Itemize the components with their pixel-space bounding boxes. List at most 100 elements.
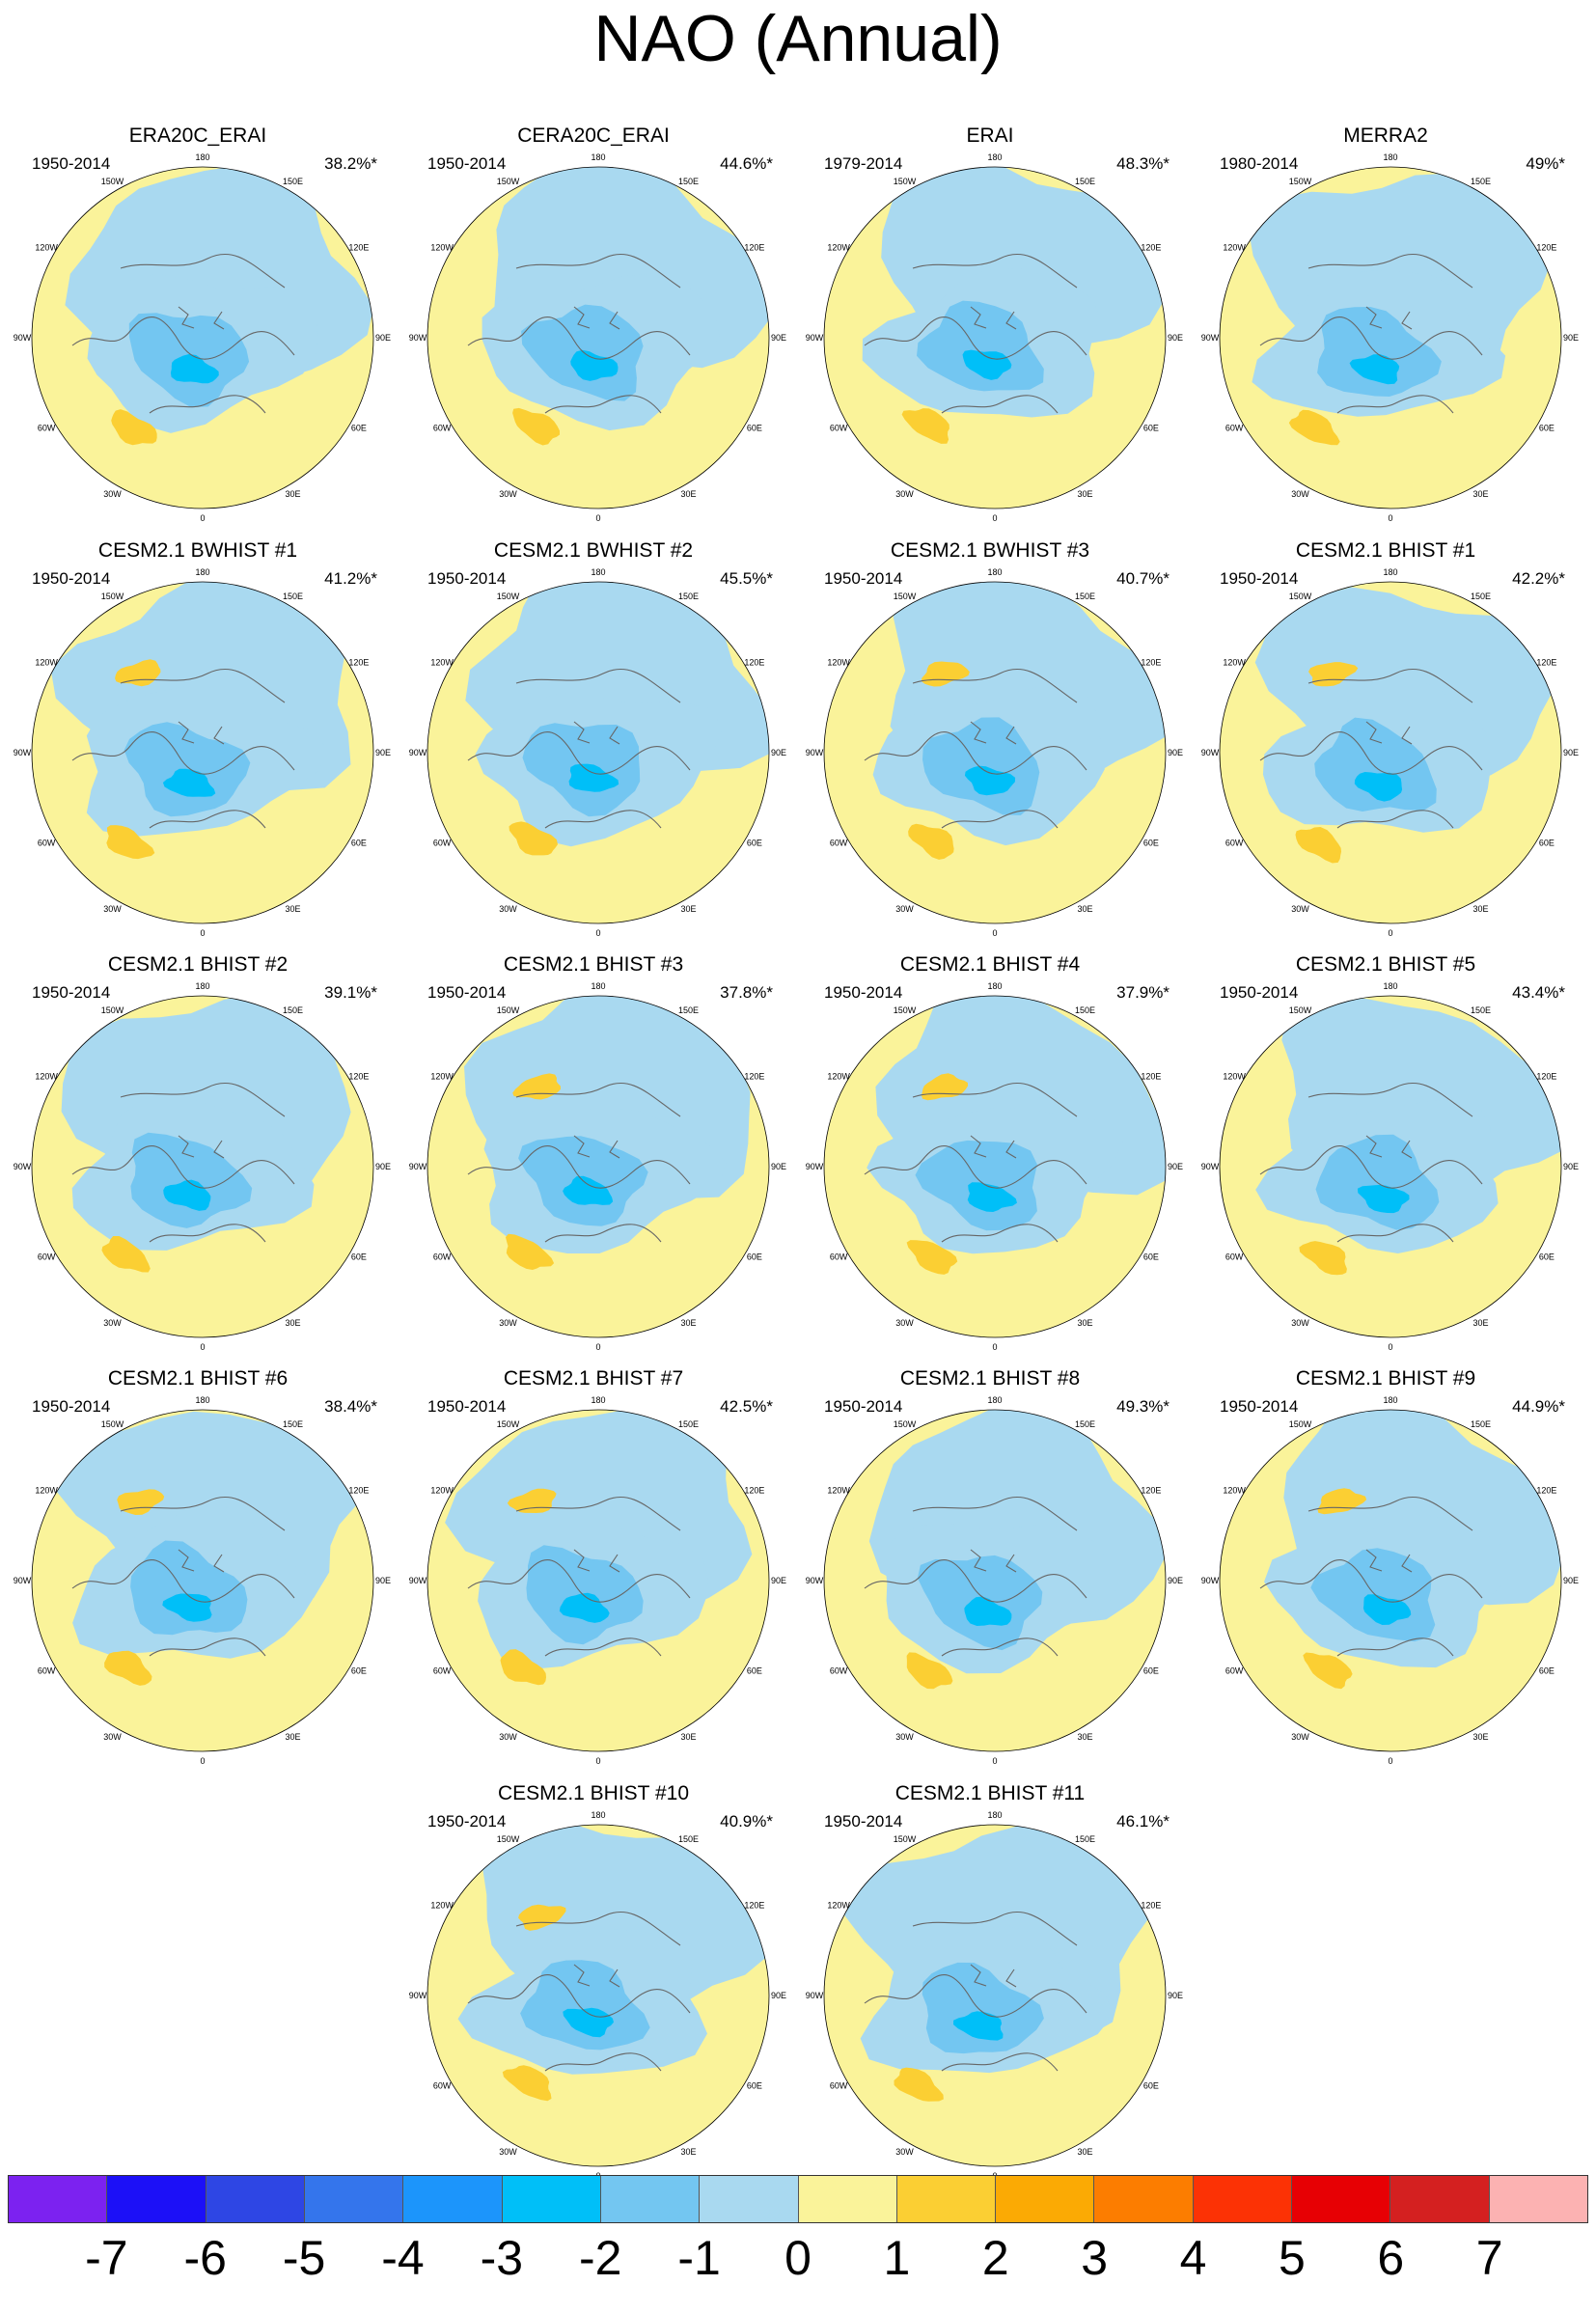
positive-anomaly-center: [1299, 1241, 1347, 1276]
colorbar-swatch: [107, 2176, 206, 2222]
longitude-label: 150W: [497, 177, 520, 186]
longitude-label: 150E: [1471, 592, 1491, 601]
panel-explained-variance: 44.6%*: [720, 154, 773, 173]
coastlines: [467, 1911, 691, 2072]
longitude-label: 30E: [1472, 1732, 1488, 1742]
longitude-label: 120E: [348, 658, 369, 668]
longitude-label: 60W: [433, 1666, 452, 1676]
longitude-label: 60W: [830, 1666, 848, 1676]
map-boundary: [823, 1409, 1167, 1752]
longitude-label: 30E: [1472, 489, 1488, 499]
longitude-label: 120E: [1141, 1072, 1161, 1082]
longitude-label: 30W: [1291, 1732, 1309, 1742]
positive-anomaly-center: [106, 825, 155, 860]
longitude-label: 30E: [1077, 1732, 1092, 1742]
longitude-label: 120W: [35, 1072, 58, 1082]
longitude-label: 0: [1388, 928, 1392, 938]
longitude-label: 120W: [430, 243, 454, 253]
colorbar: [8, 2175, 1588, 2223]
longitude-label: 150W: [497, 1005, 520, 1015]
longitude-label: 60E: [351, 1666, 367, 1676]
panel-year-range: 1950-2014: [32, 1397, 111, 1416]
positive-anomaly-center: [908, 823, 954, 860]
longitude-label: 30E: [680, 1318, 696, 1328]
longitude-label: 0: [595, 513, 600, 523]
longitude-label: 180: [195, 1395, 209, 1405]
longitude-label: 60E: [1143, 1252, 1159, 1262]
colorbar-tick-label: 4: [1179, 2231, 1207, 2285]
map-panel: MERRA2 1980-2014 49%* 180 150E 120E 90E 60E 30E 0…: [1193, 124, 1579, 529]
longitude-label: 0: [992, 513, 997, 523]
panel-explained-variance: 39.1%*: [324, 983, 377, 1002]
panel-explained-variance: 49%*: [1526, 154, 1565, 173]
longitude-label: 150E: [283, 592, 303, 601]
panel-title: CESM2.1 BHIST #9: [1295, 1367, 1476, 1390]
longitude-label: 150E: [283, 177, 303, 186]
panel-year-range: 1950-2014: [1220, 569, 1299, 588]
longitude-label: 90E: [1168, 333, 1183, 343]
longitude-label: 90W: [409, 333, 427, 343]
negative-anomaly-core: [563, 2007, 614, 2038]
longitude-label: 30E: [285, 1732, 300, 1742]
longitude-label: 180: [195, 981, 209, 991]
colorbar-tick-label: -1: [677, 2231, 721, 2285]
panel-explained-variance: 43.4%*: [1512, 983, 1565, 1002]
longitude-label: 120W: [430, 1072, 454, 1082]
longitude-label: 90E: [1563, 1576, 1579, 1585]
longitude-label: 150E: [1075, 592, 1095, 601]
positive-anomaly-center: [906, 1240, 958, 1275]
panel-title: CERA20C_ERAI: [517, 124, 670, 147]
longitude-label: 0: [200, 1342, 205, 1352]
positive-anomaly-center: [901, 408, 949, 444]
negative-anomaly-core: [1354, 772, 1403, 802]
map-panel: CESM2.1 BHIST #7 1950-2014 42.5%* 180 150E 12…: [400, 1366, 786, 1772]
longitude-label: 60E: [351, 839, 367, 848]
longitude-label: 180: [591, 567, 605, 577]
map-panel: CERA20C_ERAI 1950-2014 44.6%* 180 150E 120E 90…: [400, 124, 786, 529]
longitude-label: 120E: [1536, 1486, 1556, 1496]
colorbar-swatch: [600, 2176, 701, 2222]
colorbar-swatch: [1292, 2176, 1391, 2222]
longitude-label: 120E: [744, 1486, 764, 1496]
colorbar-tick-label: -3: [480, 2231, 524, 2285]
longitude-label: 180: [987, 1395, 1002, 1405]
longitude-label: 150E: [678, 177, 699, 186]
longitude-label: 150E: [1471, 177, 1491, 186]
negative-anomaly-core: [1357, 1184, 1410, 1214]
panel-year-range: 1980-2014: [1220, 154, 1299, 173]
positive-anomaly-center: [1295, 827, 1341, 864]
longitude-label: 90E: [1168, 1991, 1183, 2000]
longitude-label: 0: [200, 928, 205, 938]
map-panel: CESM2.1 BHIST #5 1950-2014 43.4%* 180 150E 12…: [1193, 952, 1579, 1358]
longitude-label: 30E: [285, 1318, 300, 1328]
panel-title: CESM2.1 BHIST #1: [1295, 539, 1476, 562]
positive-anomaly-center: [894, 2067, 944, 2102]
longitude-label: 60E: [747, 839, 762, 848]
longitude-label: 120W: [430, 1486, 454, 1496]
negative-anomaly-core: [170, 354, 219, 384]
panel-explained-variance: 46.1%*: [1116, 1812, 1169, 1830]
negative-anomaly-core: [559, 1592, 610, 1623]
longitude-label: 120W: [827, 1486, 850, 1496]
panel-title: CESM2.1 BHIST #7: [503, 1367, 684, 1390]
longitude-label: 150W: [497, 592, 520, 601]
map-panel: CESM2.1 BHIST #1 1950-2014 42.2%* 180 150E 12…: [1193, 538, 1579, 944]
map-panel: ERAI 1979-2014 48.3%* 180 150E 120E 90E 60E 30E 0…: [797, 124, 1183, 529]
map-boundary: [823, 1824, 1167, 2167]
longitude-label: 30W: [1291, 1318, 1309, 1328]
negative-anomaly-center: [1317, 307, 1442, 397]
longitude-label: 30W: [895, 1318, 914, 1328]
longitude-label: 30W: [895, 1732, 914, 1742]
longitude-label: 0: [200, 513, 205, 523]
positive-anomaly-center: [101, 1236, 151, 1273]
coastlines: [864, 253, 1087, 414]
longitude-label: 30W: [895, 489, 914, 499]
colorbar-swatch: [1390, 2176, 1490, 2222]
